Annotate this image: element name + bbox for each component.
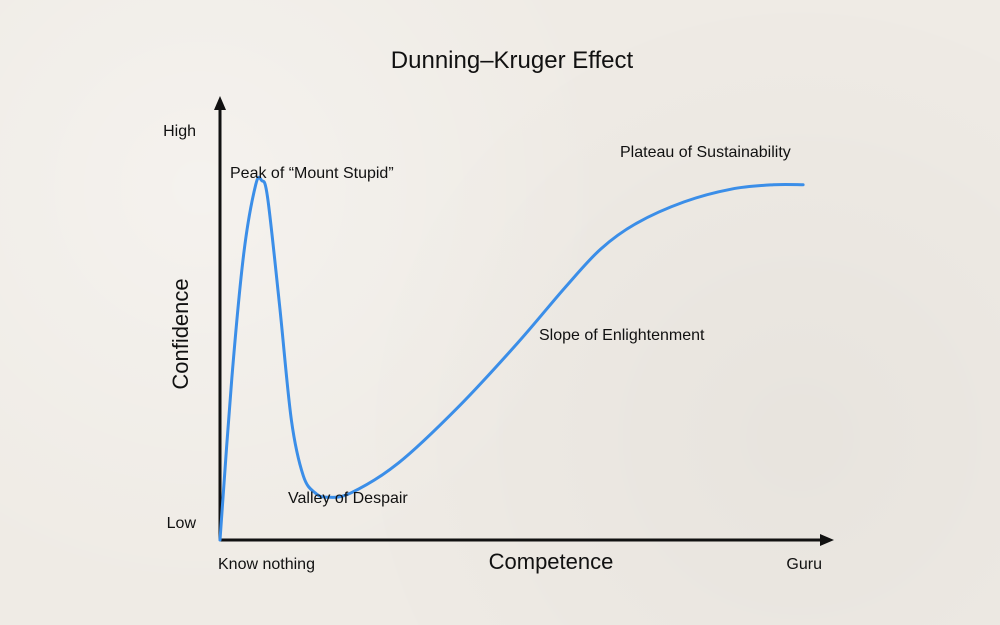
x-tick-label-start: Know nothing: [218, 556, 315, 573]
y-tick-label-low: Low: [167, 515, 197, 532]
x-axis-arrowhead: [820, 534, 834, 546]
y-axis-arrowhead: [214, 96, 226, 110]
x-axis-label: Competence: [489, 549, 614, 574]
annotation-slope-of-enlightenment: Slope of Enlightenment: [539, 327, 705, 344]
confidence-curve: [218, 175, 805, 542]
annotation-valley-of-despair: Valley of Despair: [288, 490, 408, 507]
annotation-mount-stupid: Peak of “Mount Stupid”: [230, 165, 394, 182]
y-axis-label: Confidence: [168, 278, 193, 389]
y-tick-label-high: High: [163, 123, 196, 140]
x-tick-label-end: Guru: [786, 556, 822, 573]
annotation-plateau-of-sustainability: Plateau of Sustainability: [620, 144, 791, 161]
chart-title: Dunning–Kruger Effect: [391, 47, 634, 74]
